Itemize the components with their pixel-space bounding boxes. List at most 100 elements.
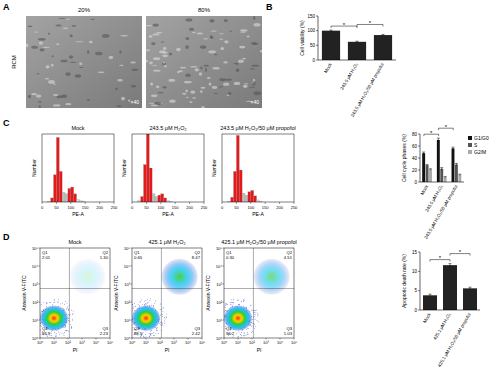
tick-label: 10 (412, 269, 418, 274)
event (160, 321, 162, 323)
plot-background (132, 248, 202, 338)
category-label: 243.5 μM H₂O₂/50 μM propofol (423, 184, 458, 240)
cell (109, 56, 113, 59)
cell (249, 87, 255, 88)
error-cap (469, 287, 472, 288)
event (51, 334, 53, 336)
error-line (441, 168, 442, 170)
event (55, 336, 57, 338)
event (254, 316, 256, 318)
tick-label: 50 (310, 43, 316, 48)
event (150, 333, 152, 335)
bar (443, 265, 457, 310)
tick (114, 202, 115, 204)
plot-area (138, 134, 173, 202)
event (235, 333, 237, 335)
tick (316, 16, 318, 17)
plot-frame (222, 134, 294, 202)
tick-label: 10² (124, 300, 130, 305)
cell (132, 69, 139, 71)
quadrant-value: 94.2 (226, 331, 235, 336)
event (166, 317, 168, 319)
cell (221, 47, 224, 50)
event (132, 307, 134, 309)
event (149, 298, 151, 300)
plot-area (146, 16, 262, 108)
cell (244, 83, 249, 84)
error-bar (437, 138, 440, 142)
panel-label: B (266, 2, 273, 12)
event (142, 304, 144, 306)
panel-label: D (3, 232, 10, 242)
gate-line (224, 288, 294, 289)
event (133, 306, 135, 308)
histogram-bar (251, 190, 254, 202)
tick-label: 150 (307, 14, 315, 19)
tick (223, 320, 225, 321)
event (241, 300, 243, 302)
tick (85, 202, 86, 204)
tick-label: 200 (276, 205, 283, 210)
event (164, 316, 166, 318)
cell (212, 67, 219, 70)
cell (121, 97, 125, 101)
plot-frame (42, 134, 114, 202)
legend-swatch (468, 150, 472, 154)
tick-label: 200 (186, 205, 193, 210)
event (71, 318, 73, 320)
significance: * (439, 255, 442, 261)
tick-label: 0 (221, 205, 224, 210)
cell (247, 36, 250, 38)
tick-label: 10³ (32, 282, 38, 287)
cell (40, 49, 45, 52)
event (159, 323, 161, 325)
histogram-bar (236, 135, 239, 202)
cell (203, 38, 209, 39)
quadrant-value: 88.5 (134, 331, 143, 336)
tick (294, 202, 295, 204)
event (251, 309, 253, 311)
cell (87, 50, 89, 54)
cell (254, 91, 262, 95)
cell (159, 50, 165, 53)
category-label: 243.5 μM H₂O₂/50 μM propofol (350, 62, 385, 118)
histogram-bar (77, 199, 80, 202)
cell (95, 52, 103, 56)
event (56, 335, 58, 337)
cell (69, 55, 73, 58)
gate-line (40, 288, 110, 289)
event (164, 322, 166, 324)
cell (251, 42, 257, 45)
event (243, 300, 245, 302)
cell (31, 46, 38, 49)
event (63, 335, 65, 337)
error-line (450, 264, 451, 267)
error-cap (382, 34, 385, 35)
event (148, 332, 150, 334)
event (243, 299, 245, 301)
event (46, 302, 48, 304)
image-title: 20% (78, 7, 91, 13)
tick-label: 250 (111, 205, 118, 210)
event (66, 302, 68, 304)
axis-title: Cell viability (%) (299, 20, 305, 56)
event (145, 303, 147, 305)
event (255, 314, 257, 316)
tick-label: 10³ (171, 340, 177, 345)
cell (89, 41, 93, 44)
tick-label: 10² (216, 300, 222, 305)
event (55, 333, 57, 335)
axis-title: PE-A (252, 211, 264, 217)
event (146, 302, 148, 304)
tick-label: 60 (412, 144, 418, 149)
cell (209, 82, 212, 85)
tick (189, 202, 190, 204)
event (71, 314, 73, 316)
event (152, 305, 154, 307)
cell (200, 45, 206, 48)
gate-line (253, 248, 254, 338)
error-line (423, 152, 424, 154)
error-line (427, 165, 428, 166)
cell (38, 38, 46, 41)
axis-title: PI (73, 347, 78, 353)
